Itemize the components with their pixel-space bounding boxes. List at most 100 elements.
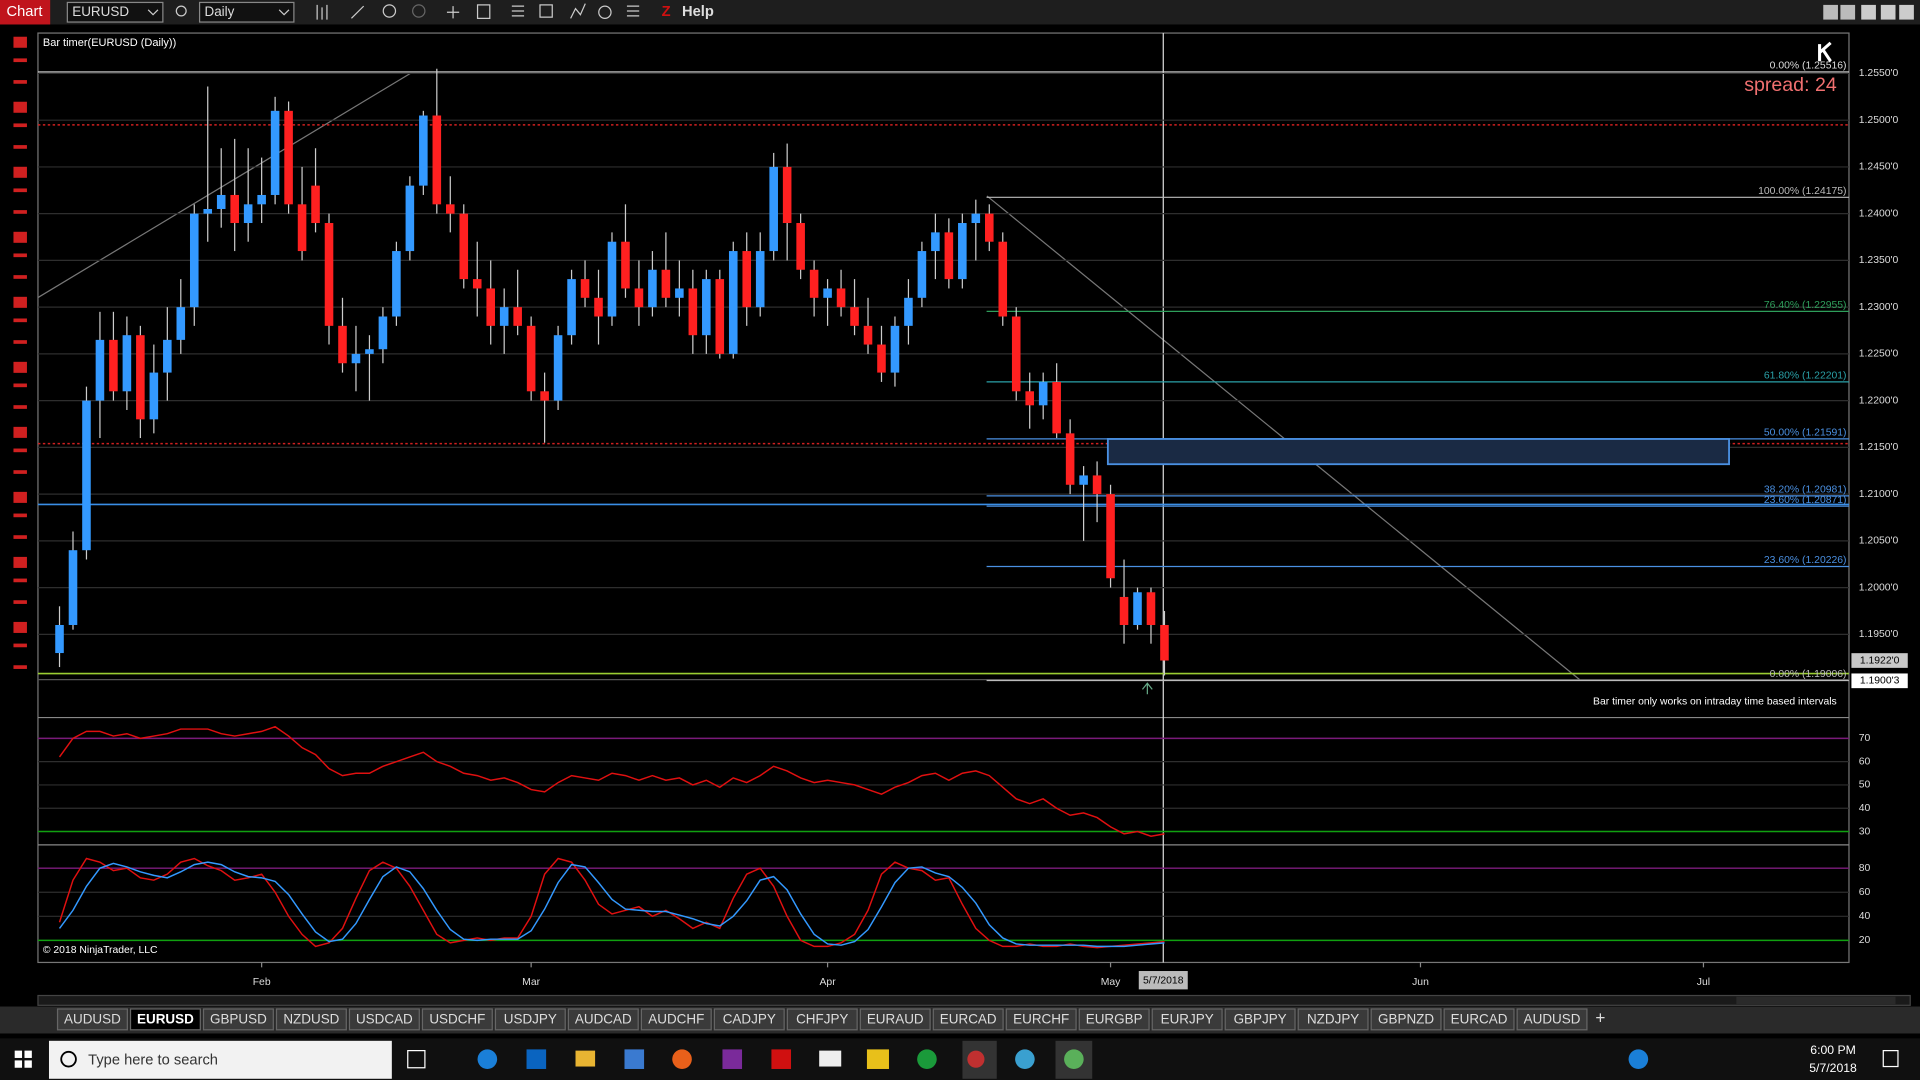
scrollbar[interactable] [37, 994, 1911, 1006]
window-controls[interactable] [1823, 4, 1914, 20]
instrument-tab[interactable] [713, 1008, 785, 1031]
candle-body [648, 269, 657, 308]
drawing-tool[interactable] [13, 36, 27, 48]
zone[interactable] [1106, 438, 1730, 466]
tab-label: AUDCHF [648, 1012, 704, 1027]
candle-body [257, 194, 266, 205]
candle-body [917, 251, 927, 298]
instrument-tab[interactable] [567, 1008, 639, 1031]
arrow-marker [1141, 682, 1153, 695]
instrument-tab[interactable] [421, 1008, 493, 1031]
drawing-tool[interactable] [13, 665, 27, 669]
instrument-tab[interactable] [1005, 1008, 1077, 1031]
candle-body [958, 223, 967, 280]
drawing-tool[interactable] [13, 101, 27, 113]
candle-body [702, 279, 711, 336]
instrument-tab[interactable] [56, 1008, 128, 1031]
candle-body [823, 288, 832, 298]
notice: Bar timer only works on intraday time ba… [1593, 696, 1837, 707]
drawing-tool[interactable] [13, 253, 27, 258]
indicator-line [58, 857, 1165, 949]
instrument-tab[interactable] [1078, 1008, 1150, 1031]
drawing-tool[interactable] [13, 643, 27, 648]
add-tab[interactable]: + [1595, 1007, 1605, 1027]
drawing-tool[interactable] [13, 231, 27, 243]
tab-label: EURUSD [137, 1012, 194, 1027]
drawing-tool[interactable] [13, 600, 27, 604]
candle-body [580, 279, 590, 298]
candle-body [82, 400, 91, 551]
drawing-tool[interactable] [13, 275, 27, 279]
instrument-tab[interactable] [1443, 1008, 1515, 1031]
instrument-tab[interactable] [859, 1008, 931, 1031]
instrument-tab[interactable] [1224, 1008, 1296, 1031]
price-marker [1851, 653, 1908, 668]
drawing-tool[interactable] [13, 296, 27, 308]
drawing-tool[interactable] [13, 405, 27, 409]
toolbar-icons[interactable] [316, 3, 640, 20]
drawing-tool[interactable] [13, 535, 27, 539]
instrument-select[interactable] [66, 1, 164, 23]
y-tick-label: 50 [1859, 780, 1871, 791]
fib-label: 0.00% (1.25516) [1770, 61, 1847, 72]
instrument-tab[interactable] [275, 1008, 347, 1031]
drawing-tool[interactable] [13, 340, 27, 344]
start-button[interactable] [14, 1050, 32, 1068]
y-tick-label: 1.2050'0 [1859, 536, 1899, 547]
x-tick-label: Apr [819, 977, 836, 988]
trend-line[interactable] [986, 195, 1580, 681]
drawing-tool[interactable] [13, 58, 27, 63]
drawing-tool[interactable] [13, 383, 27, 388]
taskbar-apps[interactable] [407, 1040, 1899, 1079]
interval-select[interactable] [198, 1, 295, 23]
z-icon[interactable]: Z [662, 4, 671, 20]
y-tick-label: 1.2250'0 [1859, 349, 1899, 360]
drawing-tool[interactable] [13, 556, 27, 568]
instrument-tab[interactable] [494, 1008, 566, 1031]
search-icon [60, 1050, 77, 1068]
candle-body [526, 325, 536, 392]
candle-body [809, 269, 819, 298]
candle-body [1065, 433, 1075, 485]
drawing-tool[interactable] [13, 145, 27, 149]
drawing-tool[interactable] [13, 470, 27, 474]
drawing-tool[interactable] [13, 578, 27, 583]
instrument-tab[interactable] [786, 1008, 858, 1031]
instrument-tab[interactable] [1297, 1008, 1369, 1031]
drawing-tool[interactable] [13, 621, 27, 633]
help-menu[interactable]: Help [682, 4, 714, 20]
x-tick-label: Jun [1412, 977, 1429, 988]
drawing-tool[interactable] [13, 513, 27, 518]
search-icon[interactable] [175, 5, 187, 17]
instrument-tab[interactable] [1370, 1008, 1442, 1031]
clock-date: 5/7/2018 [1809, 1061, 1857, 1075]
instrument-tab[interactable] [1151, 1008, 1223, 1031]
drawing-tool[interactable] [13, 448, 27, 453]
instrument-tab[interactable] [640, 1008, 712, 1031]
fib-label: 50.00% (1.21591) [1764, 427, 1847, 438]
tab-label: USDCHF [429, 1012, 485, 1027]
drawing-tool[interactable] [13, 188, 27, 193]
chart-menu[interactable] [0, 0, 51, 25]
scroll-thumb[interactable] [1736, 996, 1896, 1005]
drawing-tool[interactable] [13, 318, 27, 323]
candle-body [419, 115, 428, 186]
candle-body [755, 251, 765, 308]
fib-label: 0.00% (1.19006) [1770, 669, 1847, 680]
drawing-tool[interactable] [13, 210, 27, 214]
instrument-tab[interactable] [348, 1008, 420, 1031]
candle-body [634, 288, 644, 308]
drawing-tool[interactable] [13, 166, 27, 178]
drawing-tool[interactable] [13, 123, 27, 128]
instrument-tab[interactable] [202, 1008, 274, 1031]
candle-body [1079, 475, 1088, 485]
drawing-tool[interactable] [13, 491, 27, 503]
drawing-tool[interactable] [13, 426, 27, 438]
candle-body [176, 307, 186, 340]
drawing-tool[interactable] [13, 361, 27, 373]
drawing-tool[interactable] [13, 80, 27, 84]
search-box[interactable] [48, 1040, 392, 1079]
instrument-tab[interactable] [932, 1008, 1004, 1031]
instrument-tab[interactable] [129, 1008, 201, 1031]
instrument-tab[interactable] [1516, 1008, 1588, 1031]
